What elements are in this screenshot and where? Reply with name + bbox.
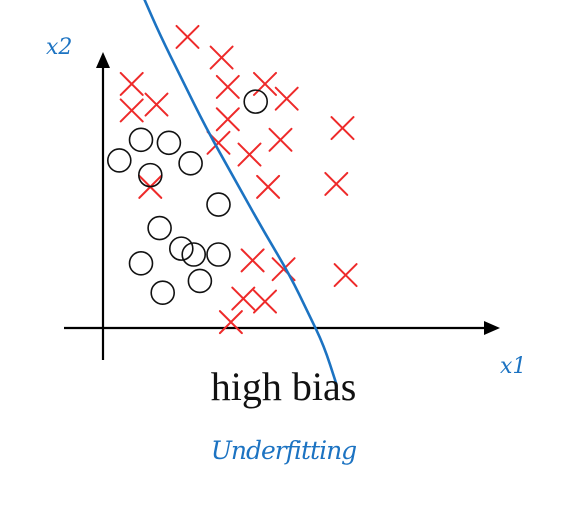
circle-marker: [128, 127, 154, 153]
cross-marker: [324, 171, 349, 196]
circle-marker: [206, 192, 231, 217]
cross-marker: [256, 174, 281, 199]
circle-marker: [138, 162, 163, 188]
circle-marker: [243, 89, 268, 114]
cross-marker: [253, 289, 277, 314]
cross-marker: [274, 86, 299, 111]
circle-marker: [107, 148, 132, 173]
x-axis-arrowhead: [484, 321, 500, 335]
cross-marker: [240, 248, 265, 273]
circle-marker: [181, 242, 206, 267]
cross-marker: [253, 71, 277, 96]
circle-marker: [147, 215, 172, 241]
handwritten-annotation: Underfitting: [210, 436, 357, 465]
cross-marker: [119, 71, 144, 96]
circle-marker: [206, 242, 231, 267]
cross-marker: [215, 107, 240, 132]
cross-marker: [175, 24, 200, 49]
cross-marker: [144, 92, 169, 117]
cross-marker: [330, 116, 355, 141]
x-axis-label: x1: [500, 354, 526, 379]
cross-marker: [333, 263, 358, 288]
circle-marker: [150, 280, 175, 306]
circle-marker: [178, 151, 203, 176]
cross-marker: [268, 127, 293, 152]
circle-marker: [187, 268, 213, 294]
cross-marker: [119, 98, 144, 123]
decision-boundary-line: [143, 0, 338, 386]
y-axis-label: x2: [46, 35, 72, 60]
cross-marker: [237, 142, 262, 167]
data-marks: [107, 24, 358, 335]
cross-marker: [218, 310, 243, 335]
y-axis-arrowhead: [96, 52, 110, 68]
cross-marker: [231, 286, 256, 311]
axes: x2 x1: [46, 35, 526, 379]
circle-marker: [169, 236, 194, 261]
chart-caption: high bias: [210, 364, 357, 409]
cross-marker: [215, 74, 240, 99]
cross-marker: [209, 45, 234, 70]
circle-marker: [156, 130, 182, 156]
circle-marker: [128, 251, 154, 276]
